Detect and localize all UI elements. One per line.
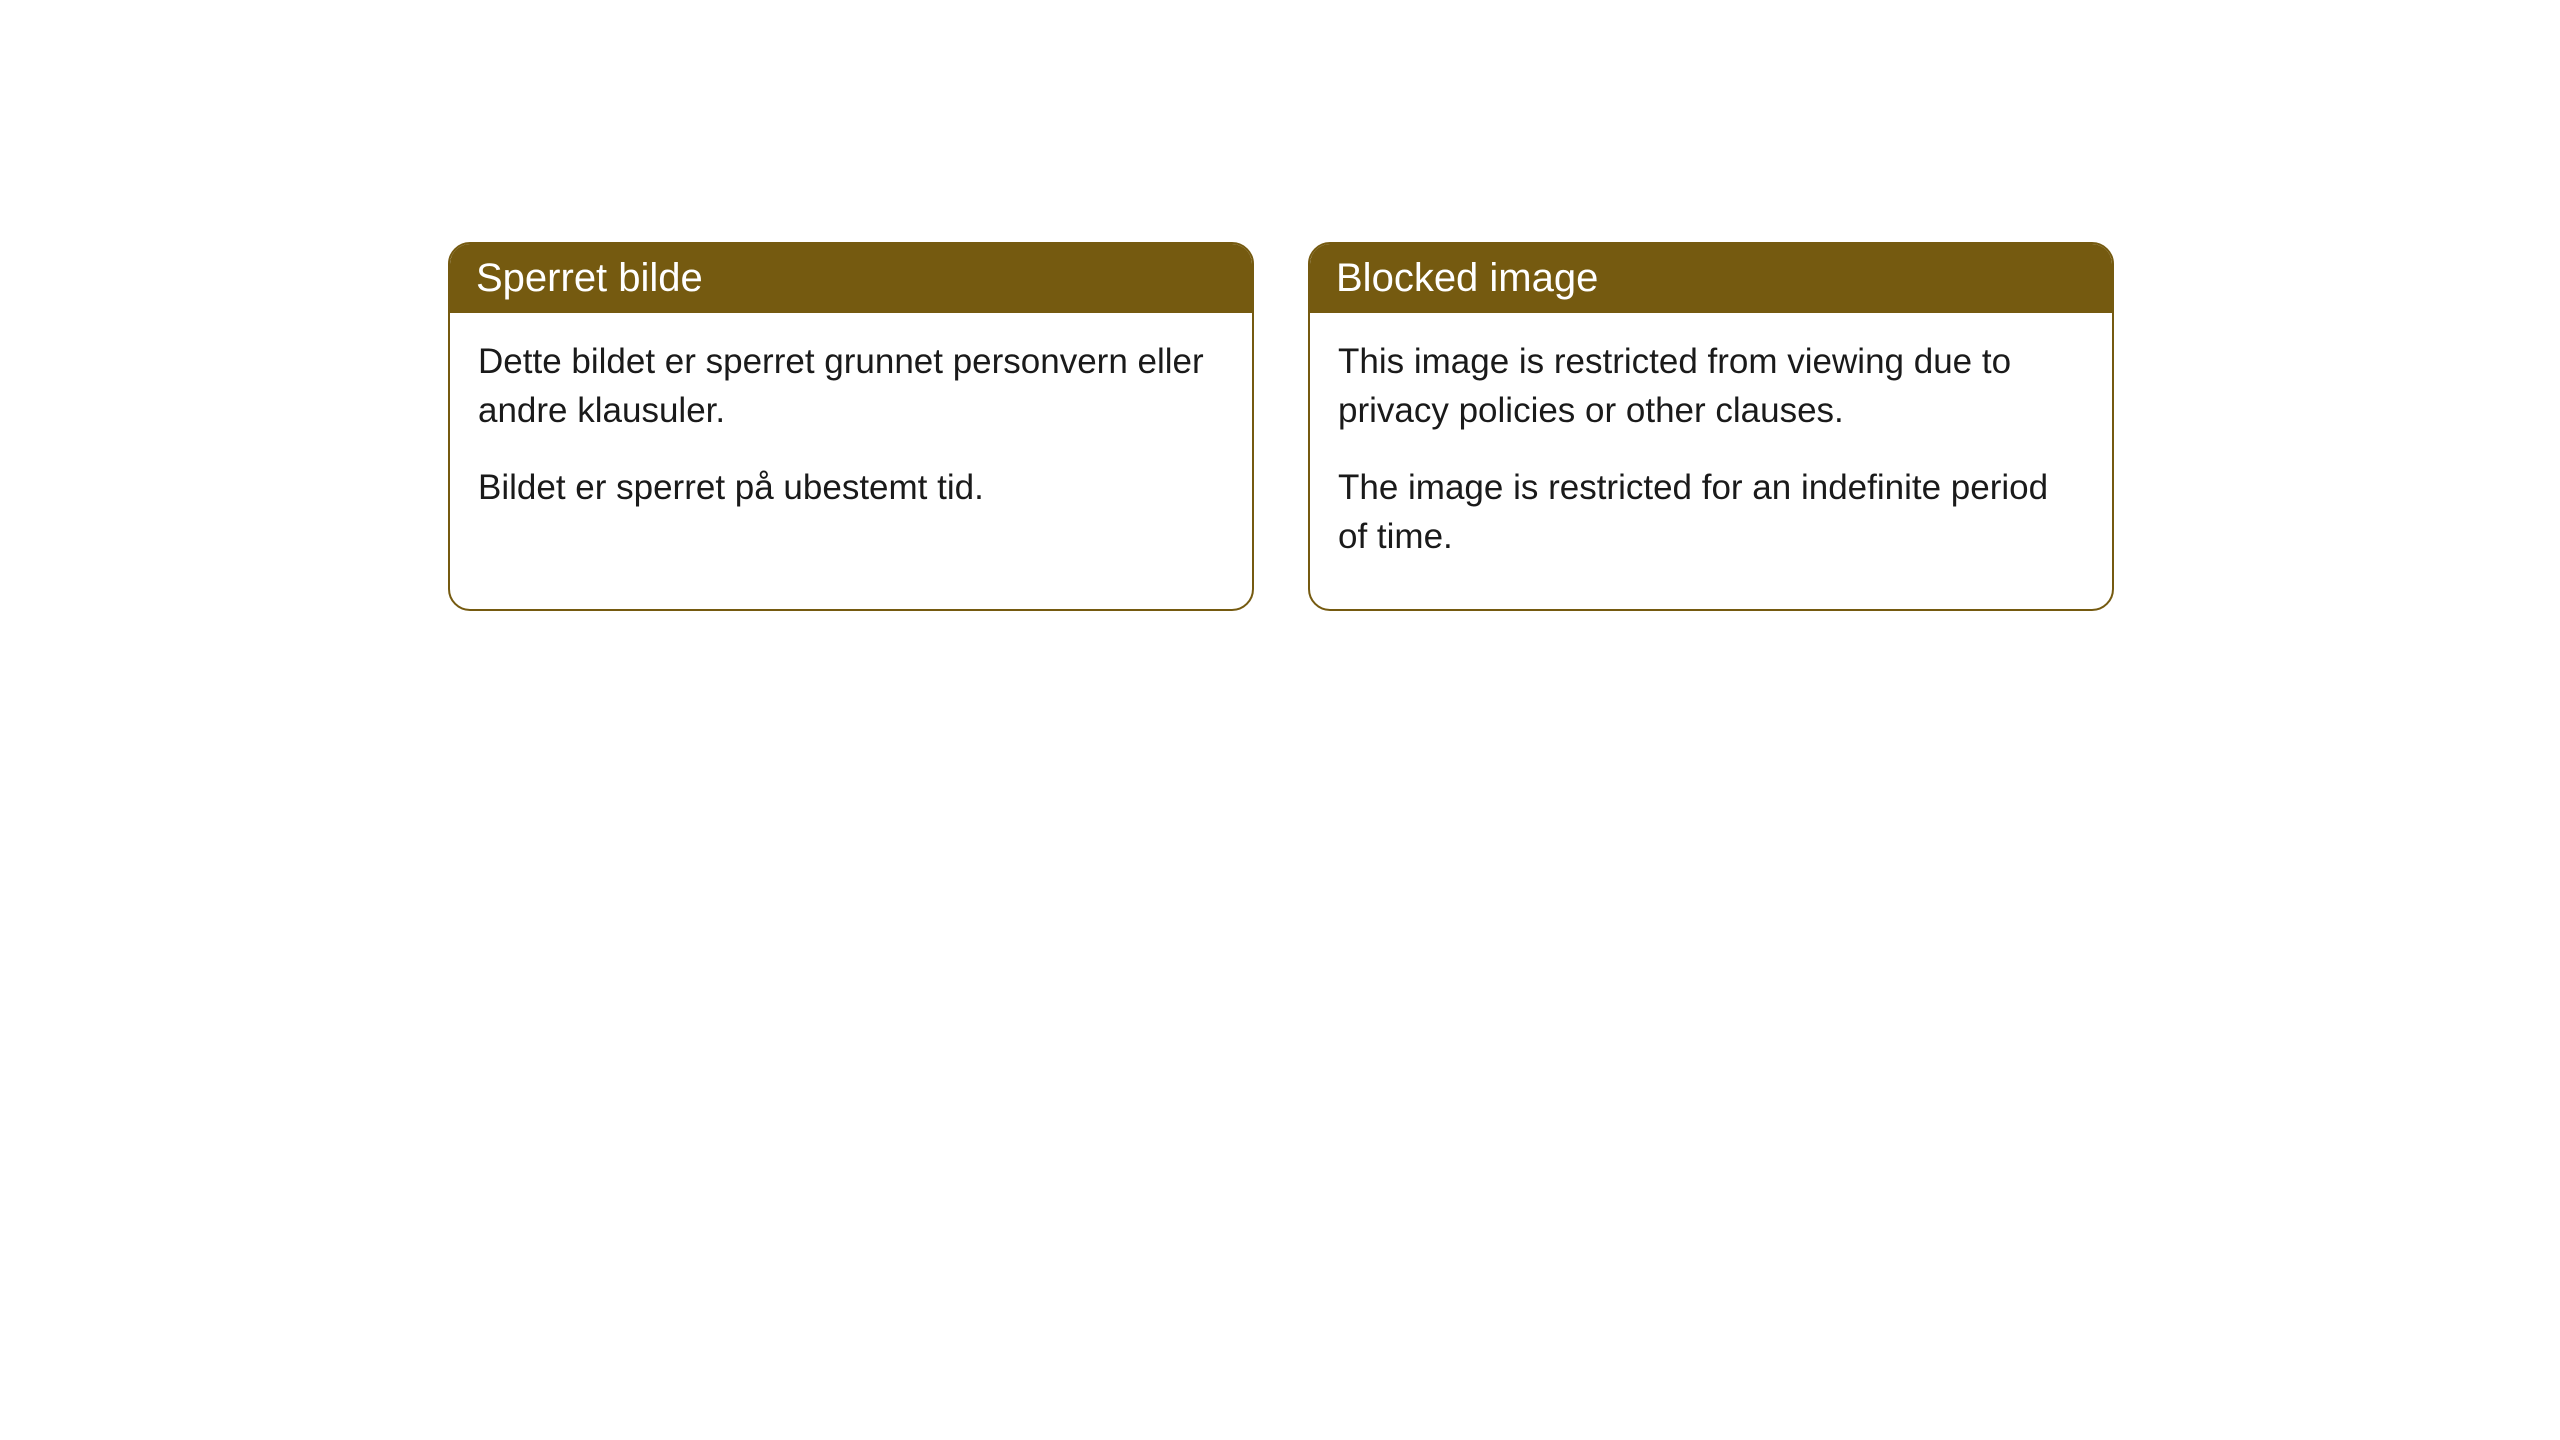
card-body-norwegian: Dette bildet er sperret grunnet personve… bbox=[450, 313, 1252, 560]
card-paragraph-1: Dette bildet er sperret grunnet personve… bbox=[478, 337, 1224, 435]
notice-cards-container: Sperret bilde Dette bildet er sperret gr… bbox=[0, 0, 2560, 611]
card-paragraph-2: Bildet er sperret på ubestemt tid. bbox=[478, 463, 1224, 512]
card-body-english: This image is restricted from viewing du… bbox=[1310, 313, 2112, 609]
card-title: Blocked image bbox=[1336, 256, 1598, 300]
card-title: Sperret bilde bbox=[476, 256, 703, 300]
card-paragraph-2: The image is restricted for an indefinit… bbox=[1338, 463, 2084, 561]
card-header-english: Blocked image bbox=[1310, 244, 2112, 313]
blocked-image-card-english: Blocked image This image is restricted f… bbox=[1308, 242, 2114, 611]
card-paragraph-1: This image is restricted from viewing du… bbox=[1338, 337, 2084, 435]
card-header-norwegian: Sperret bilde bbox=[450, 244, 1252, 313]
blocked-image-card-norwegian: Sperret bilde Dette bildet er sperret gr… bbox=[448, 242, 1254, 611]
